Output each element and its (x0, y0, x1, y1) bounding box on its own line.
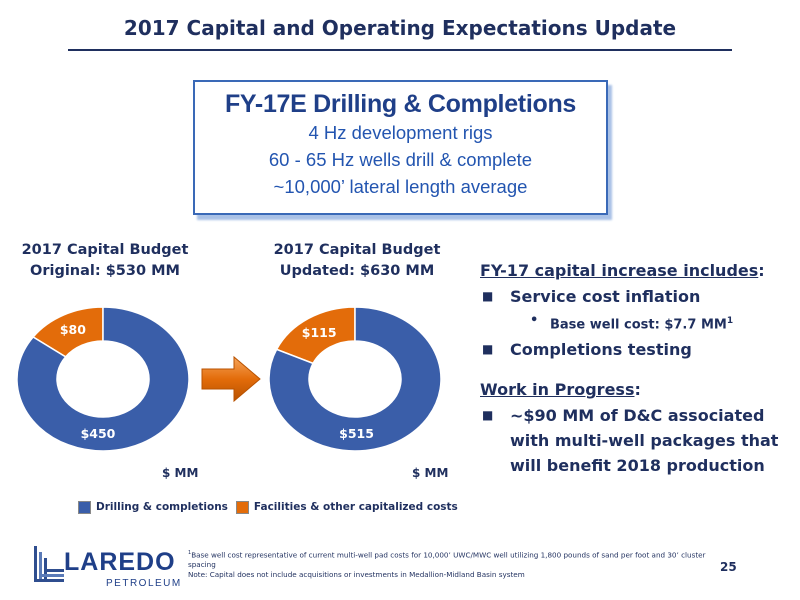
chart-original-units: $ MM (162, 466, 199, 480)
logo-sub: PETROLEUM (106, 578, 182, 589)
drilling-callout-box: FY-17E Drilling & Completions 4 Hz devel… (193, 80, 608, 215)
donut-chart-updated: $115 $515 (268, 306, 442, 452)
callout-line-rigs: 4 Hz development rigs (308, 122, 493, 143)
work-in-progress-heading: Work in Progress (480, 380, 635, 400)
legend-swatch-drilling (78, 500, 91, 514)
chart-updated-title: 2017 Capital Budget Updated: $630 MM (262, 240, 452, 282)
dot-bullet-icon: • (530, 313, 539, 328)
bullet-completions-testing: ■ Completions testing (480, 337, 795, 362)
legend-item-facilities: Facilities & other capitalized costs (235, 500, 458, 514)
laredo-petroleum-logo: LAREDO PETROLEUM (34, 546, 182, 589)
legend-item-drilling: Drilling & completions (78, 500, 228, 514)
sub-bullet-base-well-cost: • Base well cost: $7.7 MM1 (480, 309, 795, 337)
chart-original-subtitle: Original: $530 MM (30, 263, 180, 279)
footnote-marker: 1 (726, 316, 734, 326)
page-number: 25 (720, 560, 737, 574)
title-divider (68, 49, 732, 51)
slice-drilling-1 (268, 306, 442, 452)
slide-title: 2017 Capital and Operating Expectations … (123, 16, 677, 40)
slice-facilities-label-0: $80 (60, 322, 86, 337)
slice-drilling-label-1: $515 (339, 426, 374, 441)
chart-updated-title-line: 2017 Capital Budget (273, 242, 441, 258)
square-bullet-icon: ■ (482, 289, 494, 303)
square-bullet-icon: ■ (482, 342, 494, 357)
chart-original-title: 2017 Capital Budget Original: $530 MM (10, 240, 200, 282)
legend-swatch-facilities (235, 500, 249, 514)
donut-chart-original: $80 $450 (16, 306, 190, 452)
capital-increase-heading: FY-17 capital increase includes (480, 261, 759, 280)
callout-line-lateral: ~10,000’ lateral length average (273, 176, 528, 197)
chart-original-title-line: 2017 Capital Budget (21, 242, 189, 258)
slice-drilling-label-0: $450 (81, 426, 116, 441)
footnote: 1Base well cost representative of curren… (188, 548, 708, 580)
logo-name: LAREDO (64, 548, 176, 576)
callout-line-wells: 60 - 65 Hz wells drill & complete (268, 149, 533, 170)
chart-updated-subtitle: Updated: $630 MM (279, 263, 435, 279)
bullet-service-cost: ■ Service cost inflation (480, 284, 795, 309)
chart-updated-units: $ MM (412, 466, 449, 480)
legend-label-facilities: Facilities & other capitalized costs (253, 501, 458, 513)
footnote-base-well: Base well cost representative of current… (188, 550, 706, 570)
bullet-dc-packages: ■ ~$90 MM of D&C associated with multi-we… (480, 403, 795, 478)
square-bullet-icon: ■ (482, 408, 494, 423)
slice-facilities-label-1: $115 (302, 325, 337, 340)
legend-label-drilling: Drilling & completions (96, 501, 228, 513)
footnote-capital-note: Note: Capital does not include acquisiti… (188, 570, 525, 580)
slice-drilling-0 (16, 306, 190, 452)
callout-title: FY-17E Drilling & Completions (224, 90, 577, 118)
right-arrow-icon (201, 355, 261, 403)
chart-legend: Drilling & completions Facilities & othe… (78, 497, 466, 517)
capital-notes: FY-17 capital increase includes: ■ Servic… (480, 258, 795, 478)
